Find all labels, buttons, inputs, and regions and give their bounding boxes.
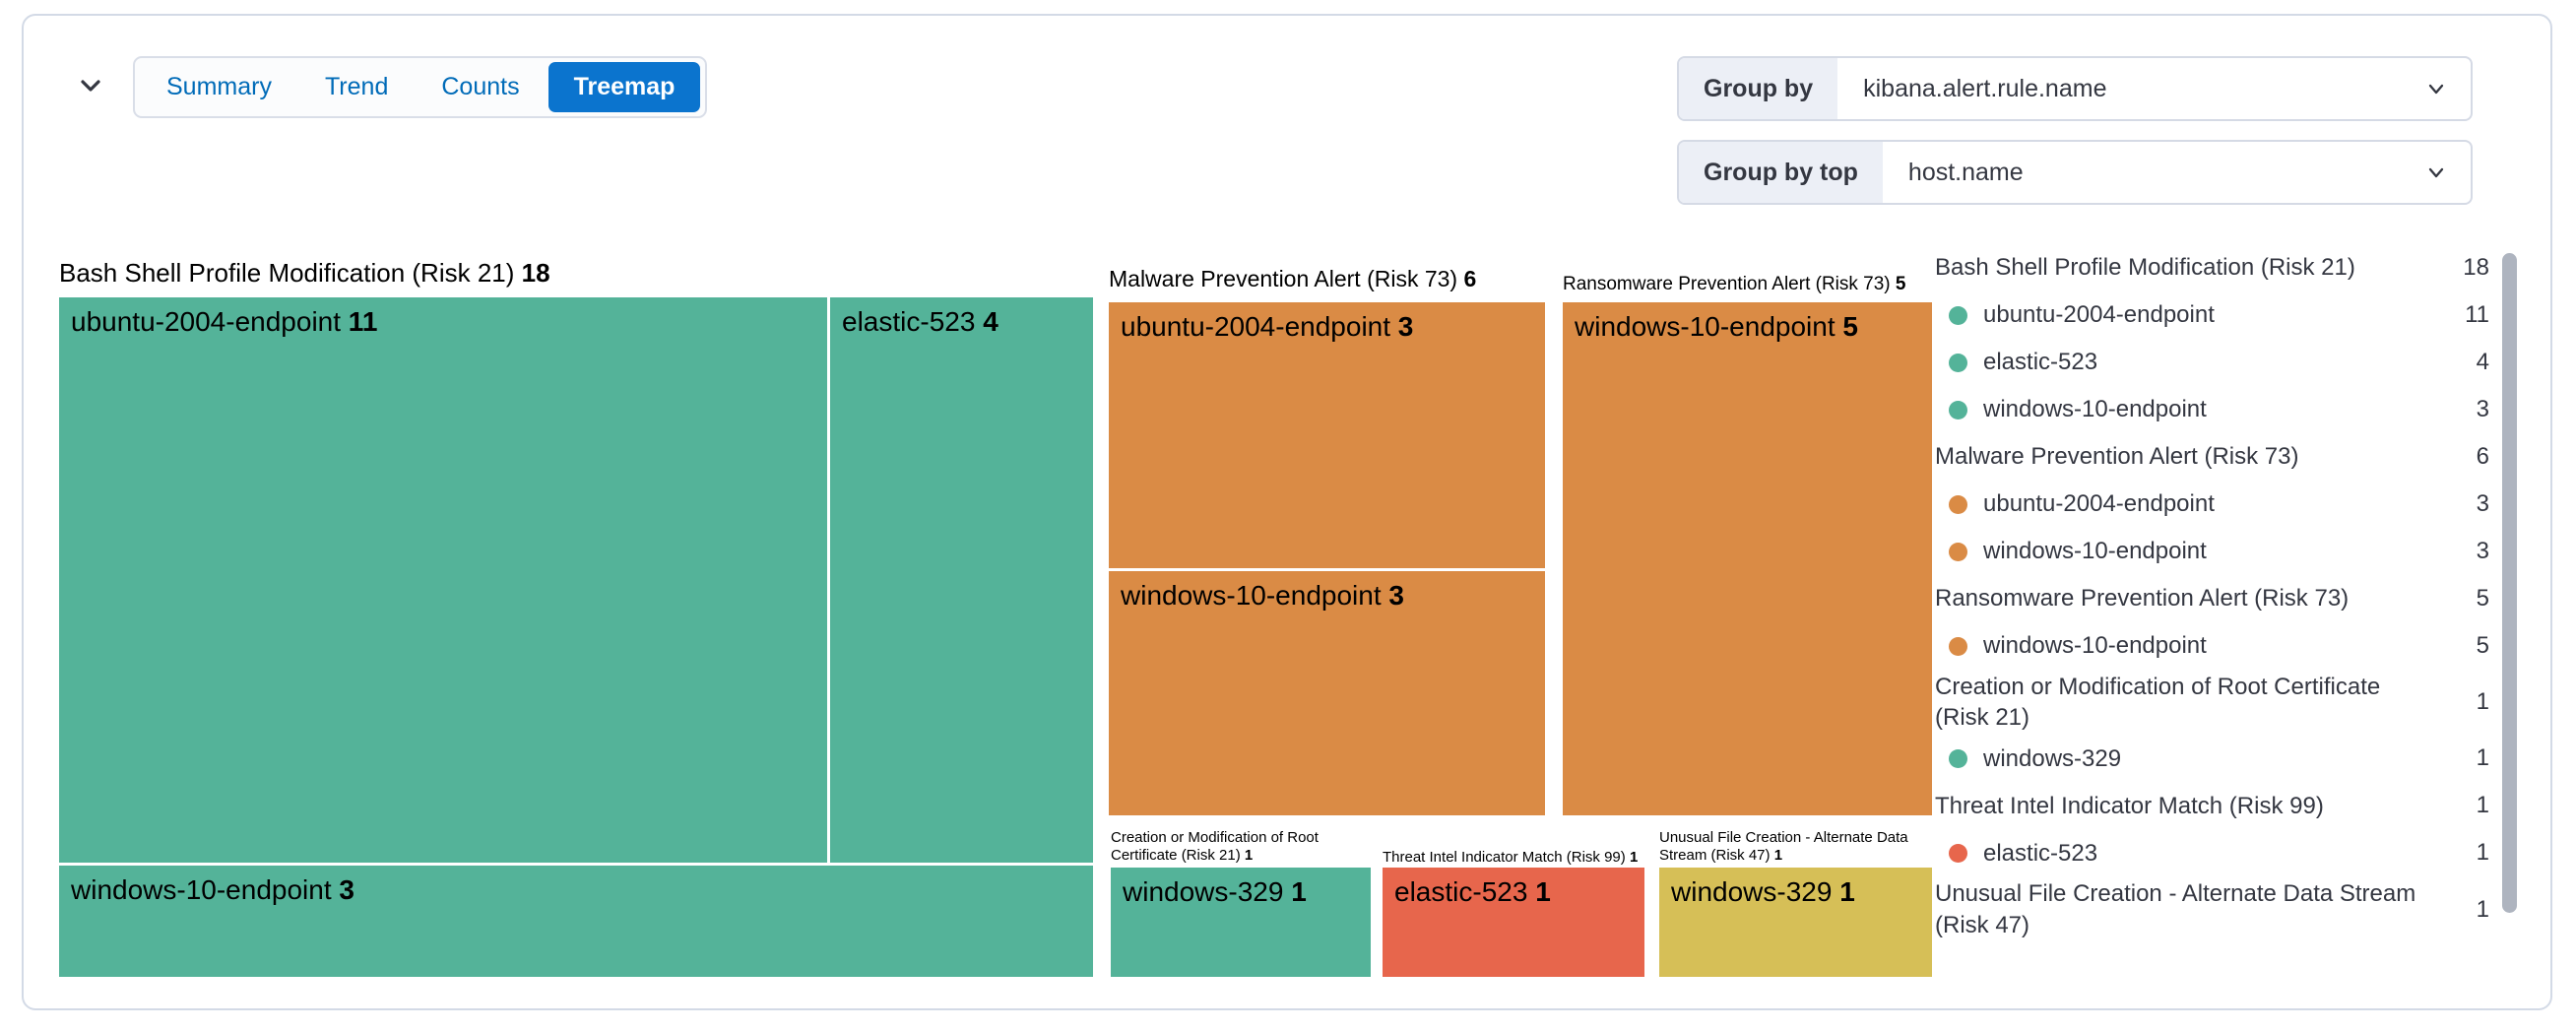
treemap-tile[interactable]: windows-10-endpoint 3: [59, 866, 1093, 977]
alerts-visualization-panel: Summary Trend Counts Treemap Group by ki…: [22, 14, 2552, 1010]
legend-label: windows-10-endpoint: [1983, 538, 2207, 565]
group-by-value: kibana.alert.rule.name: [1863, 74, 2107, 102]
treemap-group-label: Ransomware Prevention Alert (Risk 73) 5: [1563, 274, 1906, 294]
legend-count: 3: [2476, 396, 2489, 422]
treemap-tile[interactable]: windows-10-endpoint 5: [1563, 302, 1932, 815]
tab-summary[interactable]: Summary: [140, 58, 298, 116]
chevron-down-icon: [2423, 58, 2471, 119]
group-by-label: Group by: [1679, 58, 1838, 119]
legend-host-row[interactable]: elastic-523 4: [1935, 339, 2489, 386]
collapse-panel-button[interactable]: [71, 67, 110, 106]
legend-label: Creation or Modification of Root Certifi…: [1935, 674, 2381, 732]
treemap-group-label: Threat Intel Indicator Match (Risk 99) 1: [1383, 849, 1639, 866]
legend-group-row[interactable]: Bash Shell Profile Modification (Risk 21…: [1935, 244, 2489, 291]
legend-host-row[interactable]: elastic-523 1: [1935, 829, 2489, 876]
legend-color-dot: [1949, 494, 1967, 514]
legend-label: ubuntu-2004-endpoint: [1983, 301, 2215, 329]
legend-color-dot: [1949, 305, 1967, 325]
group-by-top-label: Group by top: [1679, 142, 1883, 203]
treemap-tile[interactable]: elastic-523 1: [1383, 868, 1644, 977]
legend-label: Malware Prevention Alert (Risk 73): [1935, 443, 2299, 471]
legend-label: ubuntu-2004-endpoint: [1983, 490, 2215, 518]
legend-color-dot: [1949, 400, 1967, 419]
legend-count: 11: [2465, 301, 2489, 328]
legend-count: 18: [2463, 254, 2489, 281]
group-by-select[interactable]: Group by kibana.alert.rule.name: [1677, 56, 2473, 121]
legend-scrollbar-thumb[interactable]: [2502, 253, 2517, 913]
treemap-tile[interactable]: windows-10-endpoint 3: [1109, 571, 1545, 815]
chevron-down-icon: [74, 69, 107, 105]
legend-host-row[interactable]: ubuntu-2004-endpoint 11: [1935, 291, 2489, 339]
treemap-tile[interactable]: ubuntu-2004-endpoint 3: [1109, 302, 1545, 568]
legend-color-dot: [1949, 843, 1967, 863]
legend-count: 6: [2476, 443, 2489, 470]
treemap-group-label: Unusual File Creation - Alternate Data S…: [1659, 829, 1908, 864]
treemap-tile[interactable]: elastic-523 4: [830, 297, 1093, 863]
group-by-top-select[interactable]: Group by top host.name: [1677, 140, 2473, 205]
legend-label: Bash Shell Profile Modification (Risk 21…: [1935, 254, 2355, 282]
legend-host-row[interactable]: windows-10-endpoint 3: [1935, 528, 2489, 575]
legend-count: 4: [2476, 349, 2489, 375]
tab-counts[interactable]: Counts: [415, 58, 546, 116]
legend-color-dot: [1949, 353, 1967, 372]
treemap-group-label: Creation or Modification of Root Certifi…: [1111, 829, 1319, 864]
tab-treemap[interactable]: Treemap: [547, 62, 701, 112]
legend-label: windows-10-endpoint: [1983, 396, 2207, 423]
legend-host-row[interactable]: windows-10-endpoint 3: [1935, 386, 2489, 433]
legend-host-row[interactable]: ubuntu-2004-endpoint 3: [1935, 481, 2489, 528]
treemap-tile[interactable]: windows-329 1: [1659, 868, 1932, 977]
legend-label: Unusual File Creation - Alternate Data S…: [1935, 880, 2416, 938]
legend-label: Ransomware Prevention Alert (Risk 73): [1935, 585, 2350, 613]
legend-group-row[interactable]: Threat Intel Indicator Match (Risk 99) 1: [1935, 782, 2489, 829]
legend-group-row[interactable]: Creation or Modification of Root Certifi…: [1935, 670, 2489, 735]
treemap-group-label: Bash Shell Profile Modification (Risk 21…: [59, 258, 550, 288]
legend-label: elastic-523: [1983, 349, 2098, 376]
legend-label: Threat Intel Indicator Match (Risk 99): [1935, 792, 2324, 819]
legend-group-row[interactable]: Ransomware Prevention Alert (Risk 73) 5: [1935, 575, 2489, 622]
legend-color-dot: [1949, 748, 1967, 768]
chevron-down-icon: [2423, 142, 2471, 203]
view-tab-group: Summary Trend Counts Treemap: [133, 56, 708, 118]
treemap-legend: Bash Shell Profile Modification (Risk 21…: [1935, 244, 2489, 942]
legend-count: 1: [2476, 792, 2489, 819]
legend-group-row[interactable]: Malware Prevention Alert (Risk 73) 6: [1935, 433, 2489, 481]
legend-color-dot: [1949, 542, 1967, 561]
legend-host-row[interactable]: windows-10-endpoint 5: [1935, 622, 2489, 670]
legend-count: 1: [2476, 895, 2489, 923]
treemap-group-label: Malware Prevention Alert (Risk 73) 6: [1109, 266, 1477, 291]
legend-label: windows-10-endpoint: [1983, 632, 2207, 660]
legend-count: 1: [2476, 744, 2489, 772]
treemap-tile[interactable]: ubuntu-2004-endpoint 11: [59, 297, 827, 863]
legend-count: 5: [2476, 632, 2489, 659]
legend-host-row[interactable]: windows-329 1: [1935, 735, 2489, 782]
legend-label: windows-329: [1983, 744, 2122, 772]
legend-count: 1: [2476, 839, 2489, 867]
treemap-tile[interactable]: windows-329 1: [1111, 868, 1371, 977]
legend-count: 3: [2476, 490, 2489, 517]
tab-trend[interactable]: Trend: [298, 58, 415, 116]
legend-label: elastic-523: [1983, 839, 2098, 867]
legend-count: 3: [2476, 538, 2489, 564]
group-by-top-value: host.name: [1907, 158, 2024, 186]
legend-count: 1: [2476, 688, 2489, 716]
legend-count: 5: [2476, 585, 2489, 612]
legend-group-row[interactable]: Unusual File Creation - Alternate Data S…: [1935, 876, 2489, 941]
legend-color-dot: [1949, 636, 1967, 656]
